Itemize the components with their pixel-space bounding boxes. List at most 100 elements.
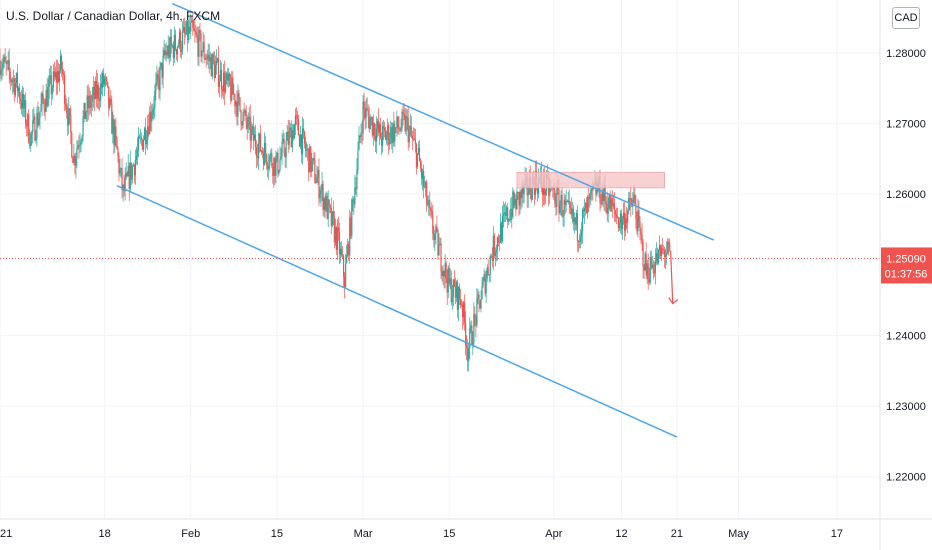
candle-body [429,200,431,209]
candle-body [642,241,644,267]
candle-body [187,20,189,41]
projection-arrowhead [668,297,679,305]
candle-body [365,108,367,118]
candle-body [606,203,608,214]
candle-body [192,19,194,28]
candle-body [282,138,284,142]
candle-body [20,101,23,109]
candle-body [364,109,366,118]
candle-body [354,187,356,205]
candle-body [652,264,654,274]
candle-body [265,142,267,155]
candle-body [232,77,234,95]
candle-body [464,302,466,324]
candle-body [26,124,28,127]
candle-body [414,139,416,145]
candle-body [230,84,232,101]
candle-body [321,183,323,190]
candle-body [605,200,607,204]
last-price-value: 1.25090 [886,253,926,265]
candle-body [357,150,359,170]
candle-body [55,72,58,83]
candle-body [80,141,82,145]
x-tick-label: Feb [181,528,200,540]
candle-body [601,190,603,205]
candle-body [515,198,517,210]
candle-body [636,218,638,232]
candle-body [150,111,152,122]
drawings-layer[interactable] [0,2,880,438]
candle-body [274,157,276,176]
candle-body [251,125,253,130]
candle-body [62,74,65,75]
candle-body [166,51,168,56]
candle-body [552,188,554,189]
candle-body [84,103,86,120]
candle-body [266,154,268,165]
candle-body [153,107,155,110]
candle-body [167,45,169,56]
candle-body [275,159,277,176]
candle-body [39,111,41,118]
candle-body [382,126,385,128]
candle-body [564,199,566,205]
candle-body [411,135,413,139]
candle-body [372,123,374,136]
candle-body [140,137,143,140]
candle-body [110,98,112,104]
candle-body [561,195,563,217]
candle-body [247,117,249,129]
candle-body [640,231,642,235]
candle-body [297,118,300,136]
candle-body [575,213,578,225]
candle-body [447,267,449,293]
candle-body [198,30,200,57]
candle-body [237,93,239,117]
candle-body [113,119,115,146]
candle-body [108,86,110,108]
candle-body [397,116,399,129]
candle-body [22,93,25,109]
candle-body [654,260,656,274]
candle-body [70,114,72,133]
candle-body [43,100,45,109]
candle-body [460,304,463,306]
candle-body [533,181,535,195]
candle-body [658,244,661,250]
candle-body [252,125,254,141]
candle-body [107,81,109,87]
candle-body [322,183,324,210]
candle-body [437,230,439,256]
candle-body [410,126,412,136]
time-axis[interactable]: 2021 18 Feb 15 Mar 15 Apr 12 21 May 17 [0,518,932,540]
candle-body [469,328,471,348]
candle-body [170,36,172,46]
candle-body [580,231,583,237]
candle-body [517,192,519,193]
candle-body [135,155,138,160]
candle-body [496,237,499,250]
candle-body [449,278,451,284]
candle-body [502,213,505,216]
currency-button[interactable]: CAD [892,7,920,29]
price-axis[interactable]: 1.28000 1.27000 1.26000 1.24000 1.23000 1.220… [879,0,926,550]
candle-body [481,285,483,300]
candle-body [444,263,446,277]
candle-body [33,116,35,121]
candle-body [159,67,161,91]
candle-body [394,127,396,142]
candle-body [233,94,235,95]
candle-body [262,153,265,166]
candle-body [351,199,353,237]
candle-body [485,278,487,294]
candle-body [283,138,285,153]
candle-body [53,71,55,78]
candle-body [579,236,582,242]
candle-body [197,37,199,57]
candle-body [633,194,635,200]
channel-lower-line [116,185,678,438]
candle-body [398,128,400,130]
candle-body [298,135,301,147]
candle-body [57,71,60,82]
